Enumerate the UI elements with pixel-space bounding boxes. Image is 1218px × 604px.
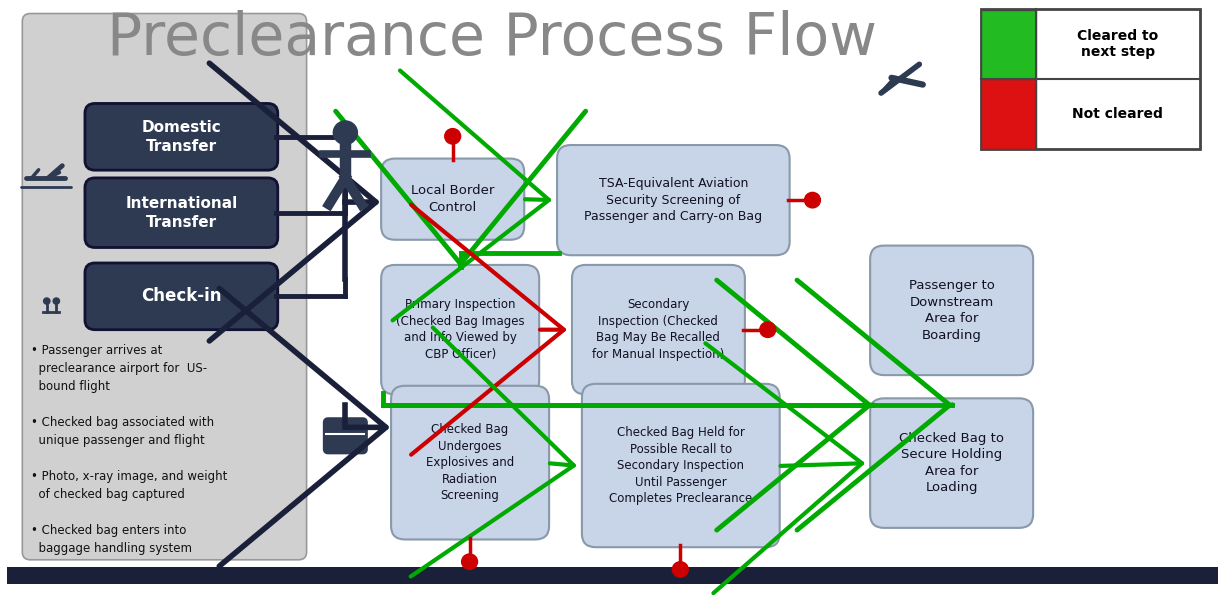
FancyBboxPatch shape bbox=[85, 103, 278, 170]
Text: • Passenger arrives at
  preclearance airport for  US-
  bound flight

• Checked: • Passenger arrives at preclearance airp… bbox=[32, 344, 228, 555]
Text: Checked Bag to
Secure Holding
Area for
Loading: Checked Bag to Secure Holding Area for L… bbox=[899, 432, 1004, 494]
Text: Checked Bag Held for
Possible Recall to
Secondary Inspection
Until Passenger
Com: Checked Bag Held for Possible Recall to … bbox=[609, 426, 753, 505]
Circle shape bbox=[805, 193, 821, 208]
Circle shape bbox=[760, 322, 776, 338]
Text: Domestic
Transfer: Domestic Transfer bbox=[141, 120, 222, 154]
Text: TSA-Equivalent Aviation
Security Screening of
Passenger and Carry-on Bag: TSA-Equivalent Aviation Security Screeni… bbox=[585, 177, 762, 223]
FancyBboxPatch shape bbox=[572, 265, 745, 394]
FancyBboxPatch shape bbox=[870, 398, 1033, 528]
FancyBboxPatch shape bbox=[982, 8, 1200, 149]
FancyBboxPatch shape bbox=[22, 13, 307, 560]
Text: Checked Bag
Undergoes
Explosives and
Radiation
Screening: Checked Bag Undergoes Explosives and Rad… bbox=[426, 423, 514, 502]
Circle shape bbox=[334, 121, 357, 144]
FancyBboxPatch shape bbox=[85, 178, 278, 248]
FancyBboxPatch shape bbox=[582, 384, 780, 547]
Circle shape bbox=[672, 562, 688, 577]
Text: Preclearance Process Flow: Preclearance Process Flow bbox=[107, 10, 877, 66]
FancyBboxPatch shape bbox=[391, 386, 549, 539]
Text: Cleared to
next step: Cleared to next step bbox=[1077, 28, 1158, 59]
Circle shape bbox=[54, 298, 60, 304]
FancyBboxPatch shape bbox=[7, 0, 1218, 584]
FancyBboxPatch shape bbox=[85, 263, 278, 330]
FancyBboxPatch shape bbox=[324, 419, 367, 453]
Text: Passenger to
Downstream
Area for
Boarding: Passenger to Downstream Area for Boardin… bbox=[909, 279, 995, 342]
Text: International
Transfer: International Transfer bbox=[125, 196, 238, 230]
FancyBboxPatch shape bbox=[870, 246, 1033, 375]
FancyBboxPatch shape bbox=[557, 145, 789, 255]
Text: Not cleared: Not cleared bbox=[1072, 107, 1163, 121]
FancyBboxPatch shape bbox=[381, 159, 524, 240]
FancyBboxPatch shape bbox=[982, 79, 1037, 149]
FancyBboxPatch shape bbox=[7, 567, 1218, 584]
FancyBboxPatch shape bbox=[381, 265, 540, 394]
Text: Primary Inspection
(Checked Bag Images
and Info Viewed by
CBP Officer): Primary Inspection (Checked Bag Images a… bbox=[396, 298, 525, 361]
FancyBboxPatch shape bbox=[982, 10, 1037, 79]
Text: Local Border
Control: Local Border Control bbox=[410, 184, 495, 214]
Circle shape bbox=[44, 298, 50, 304]
Circle shape bbox=[462, 554, 477, 570]
Text: Check-in: Check-in bbox=[141, 288, 222, 306]
Text: Secondary
Inspection (Checked
Bag May Be Recalled
for Manual Inspection): Secondary Inspection (Checked Bag May Be… bbox=[592, 298, 725, 361]
Circle shape bbox=[445, 129, 460, 144]
